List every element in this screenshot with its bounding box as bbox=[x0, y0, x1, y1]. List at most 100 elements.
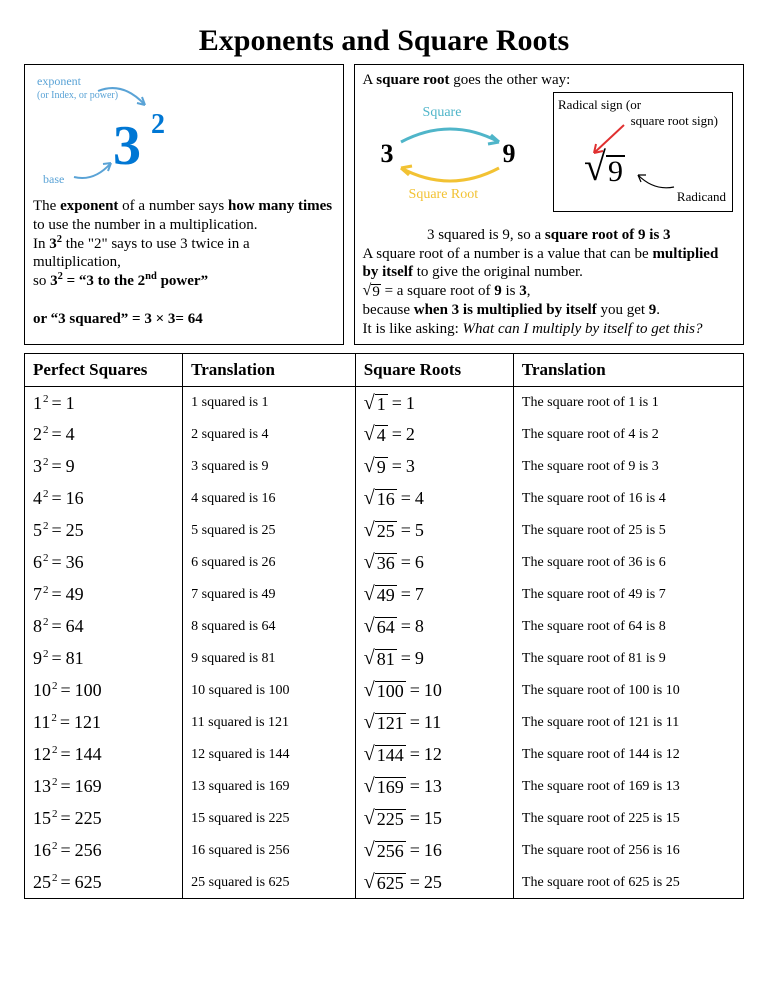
radicand-arrow-icon bbox=[634, 169, 680, 193]
header-perfect-squares: Perfect Squares bbox=[25, 354, 183, 387]
exponent-panel: exponent (or Index, or power) 3 2 base T… bbox=[24, 64, 344, 345]
table-row: 162=25616 squared is 256√256=16The squar… bbox=[25, 835, 744, 867]
table-row: 252=62525 squared is 625√625=25The squar… bbox=[25, 867, 744, 899]
table-row: 82=648 squared is 64√64=8The square root… bbox=[25, 611, 744, 643]
cell-translation-1: 13 squared is 169 bbox=[183, 771, 356, 803]
sqroot-panel: A square root goes the other way: 3 9 Sq… bbox=[354, 64, 744, 345]
cell-translation-1: 6 squared is 26 bbox=[183, 547, 356, 579]
cell-perfect-square: 152=225 bbox=[25, 803, 183, 835]
cell-perfect-square: 32=9 bbox=[25, 451, 183, 483]
page-title: Exponents and Square Roots bbox=[24, 24, 744, 58]
cell-translation-1: 15 squared is 225 bbox=[183, 803, 356, 835]
header-square-roots: Square Roots bbox=[355, 354, 513, 387]
table-row: 122=14412 squared is 144√144=12The squar… bbox=[25, 739, 744, 771]
table-row: 152=22515 squared is 225√225=15The squar… bbox=[25, 803, 744, 835]
label-square: Square bbox=[423, 104, 462, 122]
table-row: 112=12111 squared is 121√121=11The squar… bbox=[25, 707, 744, 739]
cell-perfect-square: 112=121 bbox=[25, 707, 183, 739]
cell-translation-2: The square root of 169 is 13 bbox=[513, 771, 743, 803]
cell-square-root: √16=4 bbox=[355, 483, 513, 515]
cell-square-root: √81=9 bbox=[355, 643, 513, 675]
cell-perfect-square: 92=81 bbox=[25, 643, 183, 675]
squared-example: or “3 squared” = 3 × 3= 64 bbox=[33, 311, 203, 327]
cell-translation-2: The square root of 625 is 25 bbox=[513, 867, 743, 899]
cell-translation-2: The square root of 49 is 7 bbox=[513, 579, 743, 611]
cell-translation-2: The square root of 9 is 3 bbox=[513, 451, 743, 483]
cell-perfect-square: 122=144 bbox=[25, 739, 183, 771]
cell-translation-1: 11 squared is 121 bbox=[183, 707, 356, 739]
label-base: base bbox=[43, 173, 64, 186]
exponent-diagram: exponent (or Index, or power) 3 2 base bbox=[33, 71, 335, 191]
table-row: 12=11 squared is 1√1=1The square root of… bbox=[25, 387, 744, 419]
cell-square-root: √1=1 bbox=[355, 387, 513, 419]
sqroot-arrow-icon bbox=[395, 162, 505, 188]
cell-perfect-square: 12=1 bbox=[25, 387, 183, 419]
sqroot-diagram: 3 9 Square Square Root Radical sign (or … bbox=[363, 90, 735, 220]
cell-square-root: √625=25 bbox=[355, 867, 513, 899]
cell-square-root: √49=7 bbox=[355, 579, 513, 611]
table-row: 42=164 squared is 16√16=4The square root… bbox=[25, 483, 744, 515]
cell-perfect-square: 102=100 bbox=[25, 675, 183, 707]
cell-translation-2: The square root of 25 is 5 bbox=[513, 515, 743, 547]
cell-translation-2: The square root of 64 is 8 bbox=[513, 611, 743, 643]
cell-translation-2: The square root of 121 is 11 bbox=[513, 707, 743, 739]
cell-translation-1: 7 squared is 49 bbox=[183, 579, 356, 611]
table-row: 52=255 squared is 25√25=5The square root… bbox=[25, 515, 744, 547]
cell-translation-1: 5 squared is 25 bbox=[183, 515, 356, 547]
radical-sign-box: Radical sign (or square root sign) √9 Ra… bbox=[553, 92, 733, 212]
cell-translation-1: 1 squared is 1 bbox=[183, 387, 356, 419]
cell-square-root: √225=15 bbox=[355, 803, 513, 835]
square-arrow-icon bbox=[395, 122, 505, 148]
label-square-root: Square Root bbox=[409, 186, 479, 204]
table-header-row: Perfect Squares Translation Square Roots… bbox=[25, 354, 744, 387]
cell-perfect-square: 62=36 bbox=[25, 547, 183, 579]
radical-symbol: √9 bbox=[584, 147, 625, 192]
cell-square-root: √256=16 bbox=[355, 835, 513, 867]
cell-translation-1: 25 squared is 625 bbox=[183, 867, 356, 899]
diagram-three: 3 bbox=[381, 138, 394, 171]
sqroot-intro: A square root goes the other way: bbox=[363, 71, 735, 90]
cell-perfect-square: 82=64 bbox=[25, 611, 183, 643]
cell-perfect-square: 132=169 bbox=[25, 771, 183, 803]
table-row: 102=10010 squared is 100√100=10The squar… bbox=[25, 675, 744, 707]
exponent-explanation: The exponent of a number says how many t… bbox=[33, 197, 335, 328]
cell-square-root: √4=2 bbox=[355, 419, 513, 451]
cell-square-root: √25=5 bbox=[355, 515, 513, 547]
diagram-exponent-number: 2 bbox=[151, 107, 165, 142]
cell-translation-2: The square root of 100 is 10 bbox=[513, 675, 743, 707]
cell-translation-1: 3 squared is 9 bbox=[183, 451, 356, 483]
cell-translation-1: 10 squared is 100 bbox=[183, 675, 356, 707]
label-exponent-text: exponent bbox=[37, 74, 81, 88]
cell-translation-2: The square root of 36 is 6 bbox=[513, 547, 743, 579]
cell-translation-1: 16 squared is 256 bbox=[183, 835, 356, 867]
cell-square-root: √36=6 bbox=[355, 547, 513, 579]
table-row: 92=819 squared is 81√81=9The square root… bbox=[25, 643, 744, 675]
cell-perfect-square: 52=25 bbox=[25, 515, 183, 547]
cell-translation-2: The square root of 4 is 2 bbox=[513, 419, 743, 451]
arrow-to-base-icon bbox=[69, 157, 129, 187]
table-row: 72=497 squared is 49√49=7The square root… bbox=[25, 579, 744, 611]
cell-translation-2: The square root of 144 is 12 bbox=[513, 739, 743, 771]
header-translation-2: Translation bbox=[513, 354, 743, 387]
cell-translation-2: The square root of 256 is 16 bbox=[513, 835, 743, 867]
header-translation-1: Translation bbox=[183, 354, 356, 387]
cell-square-root: √64=8 bbox=[355, 611, 513, 643]
cell-perfect-square: 42=16 bbox=[25, 483, 183, 515]
cell-square-root: √144=12 bbox=[355, 739, 513, 771]
cell-translation-2: The square root of 16 is 4 bbox=[513, 483, 743, 515]
cell-perfect-square: 72=49 bbox=[25, 579, 183, 611]
cell-translation-1: 9 squared is 81 bbox=[183, 643, 356, 675]
cell-translation-1: 4 squared is 16 bbox=[183, 483, 356, 515]
squares-table: Perfect Squares Translation Square Roots… bbox=[24, 353, 744, 899]
cell-translation-1: 8 squared is 64 bbox=[183, 611, 356, 643]
radical-sign-label-1: Radical sign (or bbox=[558, 97, 728, 113]
top-panels: exponent (or Index, or power) 3 2 base T… bbox=[24, 64, 744, 345]
cell-square-root: √100=10 bbox=[355, 675, 513, 707]
cell-translation-1: 2 squared is 4 bbox=[183, 419, 356, 451]
cell-square-root: √121=11 bbox=[355, 707, 513, 739]
sqroot-explanation: 3 squared is 9, so a square root of 9 is… bbox=[363, 226, 735, 339]
cell-translation-2: The square root of 1 is 1 bbox=[513, 387, 743, 419]
cell-perfect-square: 22=4 bbox=[25, 419, 183, 451]
table-row: 62=366 squared is 26√36=6The square root… bbox=[25, 547, 744, 579]
table-row: 32=93 squared is 9√9=3The square root of… bbox=[25, 451, 744, 483]
